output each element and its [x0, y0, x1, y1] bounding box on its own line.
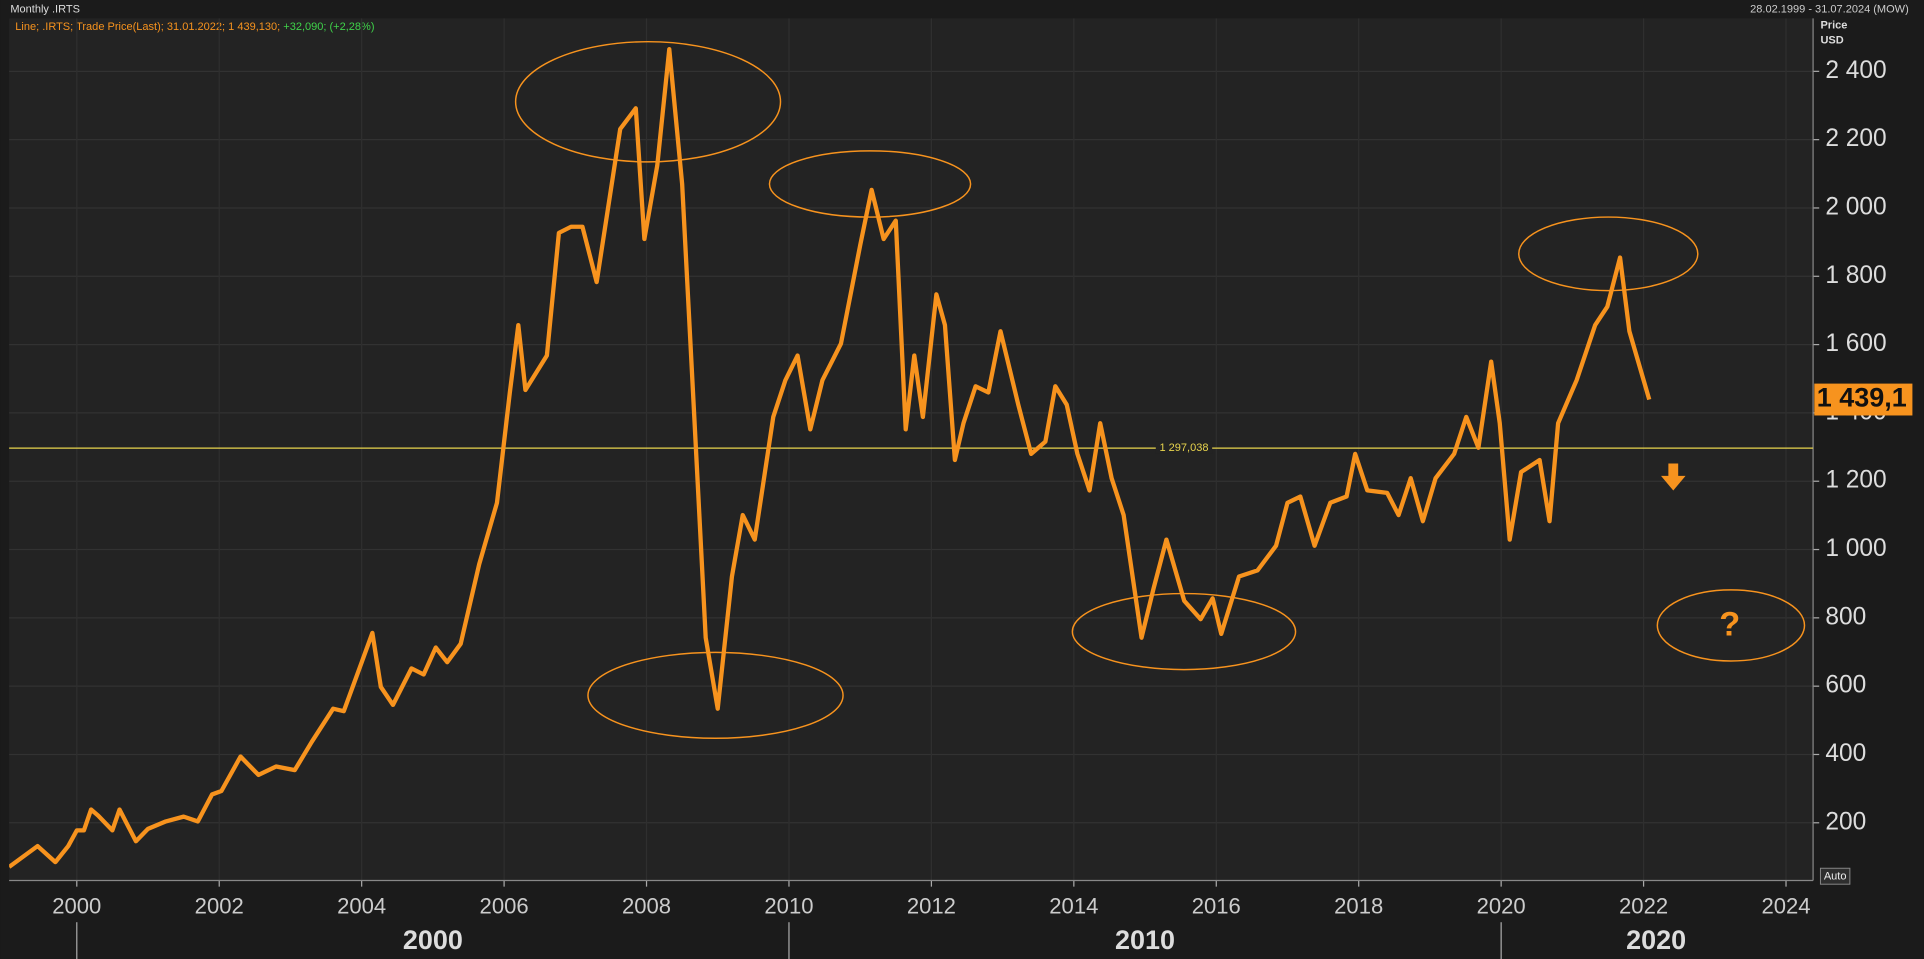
header-title: Monthly .IRTS [10, 4, 80, 16]
legend: Line; .IRTS; Trade Price(Last); 31.01.20… [15, 21, 374, 33]
ellipse [1656, 589, 1806, 662]
reference-line-label: 1 297,038 [1159, 442, 1208, 454]
legend-main: Line; .IRTS; Trade Price(Last); 31.01.20… [15, 21, 280, 33]
price-line [9, 47, 1652, 869]
ellipse [768, 150, 972, 218]
ellipse [587, 651, 844, 739]
x-tick-label: 2000 [52, 893, 101, 918]
y-tick-label: 800 [1825, 603, 1866, 630]
decade-label: 2000 [403, 925, 463, 955]
ellipse [1518, 216, 1699, 292]
decade-label: 2010 [1115, 925, 1175, 955]
last-value-tag [1814, 383, 1913, 416]
reference-label-bg [1155, 441, 1213, 454]
y-tick-label: 1 600 [1825, 330, 1886, 357]
y-tick-label: 400 [1825, 740, 1866, 767]
y-tick-label: 2 400 [1825, 57, 1886, 84]
y-axis-label: Price [1820, 20, 1847, 32]
ellipse [514, 40, 782, 163]
plot-area [9, 18, 1814, 881]
y-tick-label: 600 [1825, 672, 1866, 699]
x-tick-label: 2006 [480, 893, 529, 918]
x-tick-label: 2020 [1477, 893, 1526, 918]
x-tick-label: 2002 [195, 893, 244, 918]
y-tick-label: 1 000 [1825, 535, 1886, 562]
x-tick-label: 2014 [1049, 893, 1098, 918]
last-value-label: 1 439,1 [1817, 383, 1907, 413]
annotations [514, 40, 1806, 739]
x-tick-label: 2012 [907, 893, 956, 918]
x-tick-label: 2008 [622, 893, 671, 918]
annotation: ? [1719, 606, 1740, 644]
auto-button-label[interactable]: Auto [1824, 871, 1847, 883]
legend-change: +32,090; (+2,28%) [283, 21, 374, 33]
x-tick-label: 2022 [1619, 893, 1668, 918]
y-tick-label: 200 [1825, 808, 1866, 835]
y-axis-label: USD [1820, 34, 1843, 46]
decade-label: 2020 [1626, 925, 1686, 955]
x-tick-label: 2004 [337, 893, 386, 918]
header-range: 28.02.1999 - 31.07.2024 (MOW) [1750, 4, 1909, 16]
x-tick-label: 2010 [764, 893, 813, 918]
y-tick-label: 2 200 [1825, 125, 1886, 152]
x-tick-label: 2016 [1192, 893, 1241, 918]
y-tick-label: 1 200 [1825, 467, 1886, 494]
x-tick-label: 2018 [1334, 893, 1383, 918]
y-tick-label: 1 800 [1825, 262, 1886, 289]
x-tick-label: 2024 [1761, 893, 1810, 918]
y-tick-label: 2 000 [1825, 193, 1886, 220]
down-arrow [1661, 463, 1686, 491]
auto-button[interactable] [1819, 867, 1851, 885]
